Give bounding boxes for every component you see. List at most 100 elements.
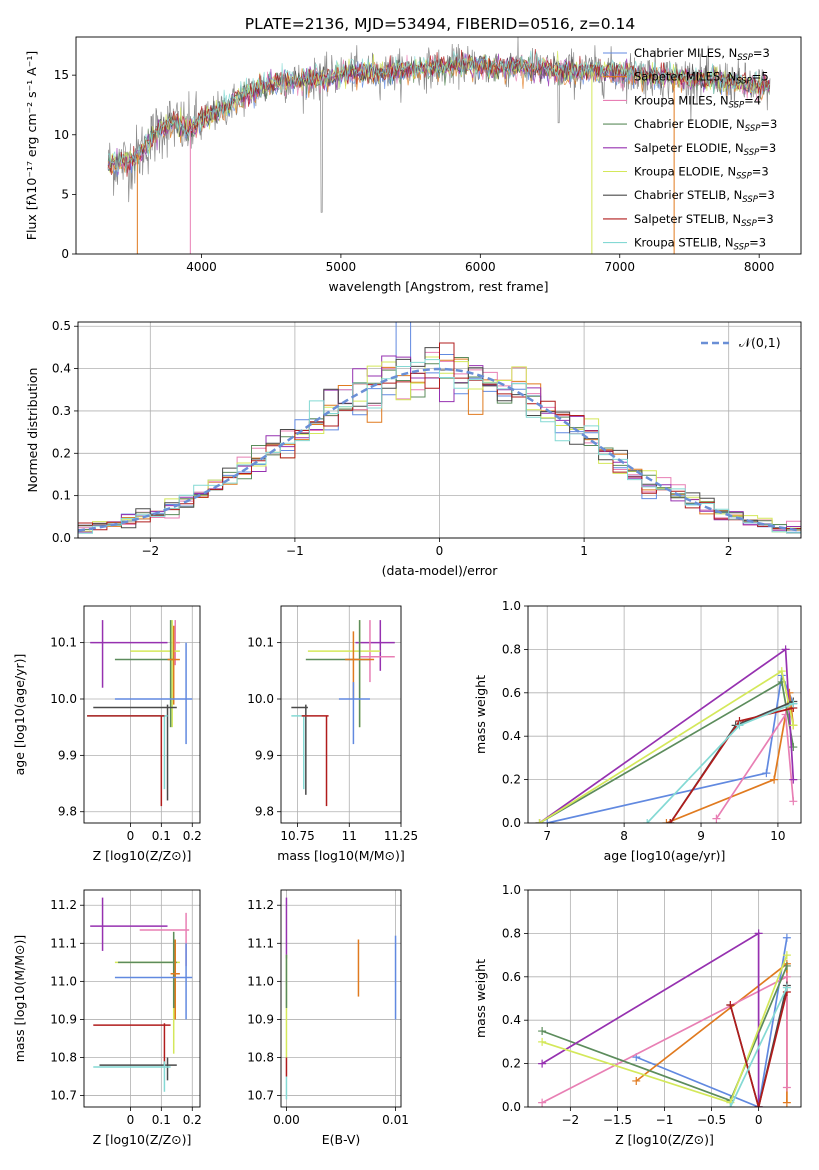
- legend-label: 𝒩(0,1): [739, 335, 781, 350]
- normal-curve: [78, 367, 801, 532]
- y-tick-label: 0.3: [52, 404, 71, 418]
- x-tick-label: 4000: [186, 260, 217, 274]
- y-tick-label: 1.0: [502, 883, 521, 897]
- errorbar-chabrier-elodie: [305, 620, 370, 728]
- legend-label: Chabrier MILES, NSSP=3: [634, 46, 770, 63]
- y-tick-label: 10.7: [247, 1089, 274, 1103]
- errorbar-chabrier-elodie: [114, 620, 174, 728]
- weight-point: [643, 819, 652, 823]
- x-tick-label: 11: [342, 829, 357, 843]
- weight-point: [782, 983, 791, 992]
- y-tick-label: 10.1: [50, 636, 77, 650]
- y-axis-label: Normed distribution: [25, 368, 40, 493]
- x-tick-label: 7000: [604, 260, 635, 274]
- weight-point: [538, 1059, 547, 1068]
- y-tick-label: 11.1: [50, 936, 77, 950]
- y-tick-label: 0.8: [502, 642, 521, 656]
- y-tick-label: 9.9: [58, 748, 77, 762]
- y-tick-label: 11.0: [247, 974, 274, 988]
- y-tick-label: 10.0: [50, 692, 77, 706]
- x-tick-label: 8000: [744, 260, 775, 274]
- x-tick-label: 1: [580, 544, 588, 558]
- model-spectrum: [107, 50, 770, 174]
- errorbar-salpeter-elodie: [90, 897, 168, 951]
- y-tick-label: 0.6: [502, 686, 521, 700]
- weight-point: [543, 819, 552, 823]
- legend-label: Kroupa ELODIE, NSSP=3: [634, 165, 769, 182]
- x-tick-label: 0.01: [382, 1113, 409, 1127]
- y-tick-label: 0.6: [502, 970, 521, 984]
- y-tick-label: 11.1: [247, 936, 274, 950]
- legend-label: Chabrier STELIB, NSSP=3: [634, 188, 775, 205]
- axes-frame: [527, 605, 802, 824]
- legend-label: Salpeter STELIB, NSSP=3: [634, 212, 774, 229]
- panel-mass-weight-vs-age: 7 8 9 10 0.0 0.2 0.4 0.6 0.8 1.0 age [log10(age/yr…: [473, 599, 802, 863]
- errorbar-chabrier-stelib: [99, 1057, 177, 1081]
- axes-frame: [83, 605, 201, 824]
- y-tick-label: 9.9: [255, 748, 274, 762]
- legend-label: Salpeter ELODIE, NSSP=3: [634, 141, 776, 158]
- errorbar-kroupa-elodie: [114, 931, 180, 1054]
- x-tick-label: 0: [755, 1113, 763, 1127]
- errorbar-salpeter-elodie: [355, 620, 395, 671]
- figure-title: PLATE=2136, MJD=53494, FIBERID=0516, z=0…: [245, 15, 635, 33]
- x-axis-label: Z [log10(Z/Z⊙)]: [93, 848, 192, 863]
- x-tick-label: 0.2: [183, 829, 202, 843]
- weight-line: [729, 987, 788, 1107]
- x-tick-label: 0: [127, 829, 135, 843]
- errorbar-chabrier-miles: [114, 943, 193, 1020]
- weight-point: [762, 769, 771, 778]
- x-tick-label: 7: [543, 829, 551, 843]
- weight-point: [726, 1001, 735, 1010]
- y-tick-label: 5: [61, 187, 69, 201]
- panel-mass-vs-ebv: 0.00 0.01 10.7 10.8 10.9 11.0 11.1 11.2 E(B-V): [247, 889, 409, 1147]
- weight-point: [789, 699, 798, 708]
- y-tick-label: 11.0: [50, 974, 77, 988]
- errorbar-chabrier-elodie: [118, 931, 177, 1009]
- y-tick-label: 0.2: [502, 1057, 521, 1071]
- axes-frame: [280, 605, 402, 824]
- y-axis-label: mass [log10(M/M⊙)]: [12, 935, 27, 1063]
- x-tick-label: 10.75: [280, 829, 314, 843]
- axes-frame: [280, 889, 402, 1108]
- weight-point: [754, 1103, 763, 1107]
- y-tick-label: 0.0: [52, 531, 71, 545]
- legend-label: Chabrier ELODIE, NSSP=3: [634, 117, 777, 134]
- model-spectrum: [107, 55, 770, 172]
- x-tick-label: 9: [697, 829, 705, 843]
- x-axis-label: mass [log10(M/M⊙)]: [277, 848, 405, 863]
- weight-point: [782, 1098, 791, 1107]
- y-tick-label: 15: [54, 68, 69, 82]
- y-tick-label: 0.0: [502, 816, 521, 830]
- x-tick-label: 0.1: [152, 1113, 171, 1127]
- y-tick-label: 10.9: [50, 1012, 77, 1026]
- errorbar-salpeter-stelib: [301, 715, 329, 807]
- weight-line: [635, 937, 788, 1107]
- y-tick-label: 0.5: [52, 319, 71, 333]
- errorbar-salpeter-miles: [170, 939, 180, 1020]
- x-tick-label: 0: [436, 544, 444, 558]
- x-tick-label: −2: [562, 1113, 580, 1127]
- errorbar-kroupa-stelib: [93, 1061, 171, 1092]
- x-tick-label: 2: [725, 544, 733, 558]
- y-tick-label: 9.8: [255, 805, 274, 819]
- axes-frame: [83, 889, 201, 1108]
- axes-frame: [75, 36, 802, 255]
- errorbar-salpeter-stelib: [93, 1023, 171, 1066]
- weight-point: [782, 1083, 791, 1092]
- weight-point: [782, 933, 791, 942]
- plot-area-mass-weight-vs-Z: [538, 929, 791, 1107]
- plot-area-age-vs-mass: [291, 620, 395, 807]
- y-axis-label: Flux [fλ10⁻¹⁷ erg cm⁻² s⁻¹ A⁻¹]: [24, 51, 39, 240]
- weight-point: [538, 1098, 547, 1107]
- errorbar-salpeter-elodie: [90, 620, 168, 688]
- weight-point: [754, 929, 763, 938]
- weight-point: [538, 1037, 547, 1046]
- plot-area-mass-weight-vs-age: [535, 645, 798, 823]
- legend-label: Salpeter MILES, NSSP=5: [634, 70, 769, 87]
- weight-point: [782, 972, 791, 981]
- weight-point: [712, 814, 721, 823]
- y-tick-label: 0: [61, 247, 69, 261]
- x-tick-label: 6000: [465, 260, 496, 274]
